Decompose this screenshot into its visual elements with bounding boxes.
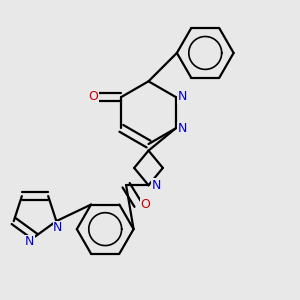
Text: N: N (53, 221, 62, 234)
Text: N: N (178, 122, 187, 135)
Text: N: N (25, 236, 34, 248)
Text: N: N (151, 179, 161, 192)
Text: O: O (88, 91, 98, 103)
Text: O: O (141, 198, 151, 211)
Text: N: N (178, 90, 187, 103)
